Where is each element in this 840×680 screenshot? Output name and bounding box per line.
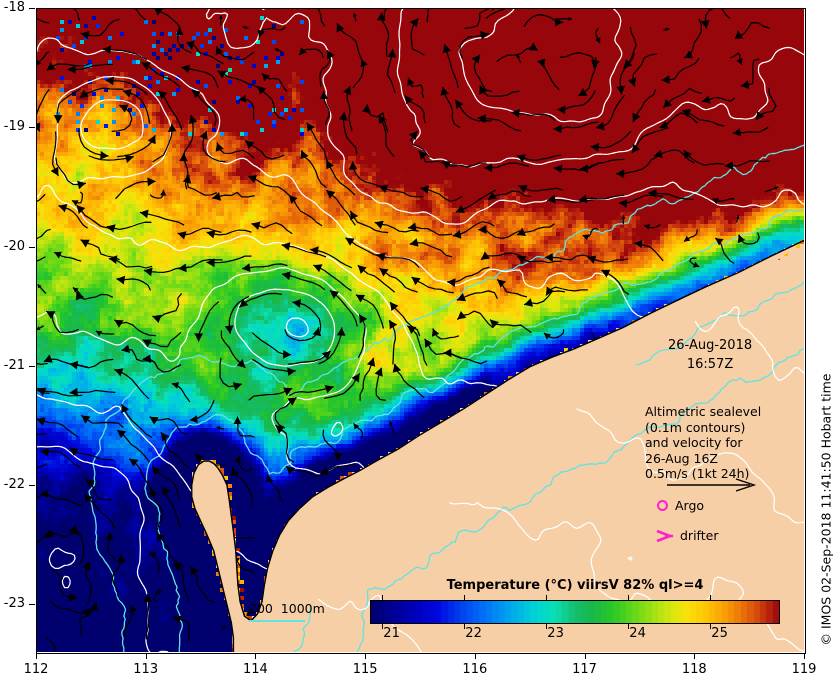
x-axis-tick: [694, 653, 696, 659]
colorbar-tick: [546, 595, 548, 600]
y-axis-label: -21: [3, 357, 25, 373]
colorbar-tick-label: 22: [465, 626, 482, 641]
x-axis-tick: [365, 653, 367, 659]
colorbar-tick-label: 23: [547, 626, 564, 641]
x-axis-label: 117: [572, 662, 597, 677]
y-axis-tick: [29, 365, 35, 367]
y-axis-label: -18: [3, 0, 25, 15]
y-axis-label: -23: [3, 596, 25, 612]
colorbar-title: Temperature (°C) viirsV 82% ql>=4: [446, 578, 704, 593]
y-axis-tick: [29, 8, 35, 9]
y-axis-label: -22: [3, 477, 25, 493]
colorbar-tick: [628, 624, 630, 629]
y-axis-tick: [29, 246, 35, 248]
argo-legend-label: Argo: [675, 498, 705, 513]
argo-legend-item: Argo: [657, 498, 704, 513]
velocity-legend-text: Altimetric sealevel (0.1m contours) and …: [645, 404, 762, 481]
x-axis-tick: [474, 653, 476, 659]
colorbar-tick-label: 24: [629, 626, 646, 641]
x-axis-tick: [804, 653, 805, 659]
x-axis-label: 116: [462, 662, 488, 677]
colorbar-tick-label: 25: [711, 626, 728, 641]
colorbar-tick: [382, 624, 384, 629]
date-time-stamp: 26-Aug-2018 16:57Z: [668, 338, 753, 372]
colorbar[interactable]: [370, 600, 780, 624]
map-plot-area[interactable]: [36, 8, 804, 652]
colorbar-tick: [382, 595, 384, 600]
colorbar-tick: [546, 624, 548, 629]
colorbar-tick: [628, 595, 630, 600]
colorbar-tick-label: 21: [383, 626, 400, 641]
x-axis-tick: [36, 653, 37, 659]
y-axis-tick: [29, 604, 35, 606]
x-axis-label: 114: [243, 662, 268, 677]
x-axis-label: 113: [133, 662, 159, 677]
bathymetry-legend-label: 200 1000m: [249, 601, 325, 616]
x-axis-label: 115: [352, 662, 378, 677]
drifter-legend-item: drifter: [655, 528, 718, 543]
drifter-legend-label: drifter: [680, 528, 719, 543]
colorbar-tick: [710, 595, 712, 600]
drifter-marker-icon: [656, 529, 674, 542]
y-axis-tick: [29, 127, 35, 129]
y-axis-label: -19: [3, 119, 25, 135]
x-axis-tick: [584, 653, 586, 659]
x-axis-tick: [255, 653, 257, 659]
sst-heatmap-canvas: [36, 8, 804, 652]
colorbar-tick: [464, 595, 466, 600]
argo-marker-icon: [657, 500, 668, 511]
copyright-text: © IMOS 02-Sep-2018 11:41:50 Hobart time: [818, 373, 834, 646]
copyright-notice: © IMOS 02-Sep-2018 11:41:50 Hobart time: [806, 8, 834, 652]
colorbar-tick: [710, 624, 712, 629]
x-axis-label: 112: [23, 662, 49, 677]
x-axis-tick: [145, 653, 147, 659]
y-axis-label: -20: [3, 238, 25, 254]
y-axis-tick: [29, 485, 35, 487]
colorbar-gradient: [371, 601, 779, 623]
colorbar-tick: [464, 624, 466, 629]
x-axis-label: 119: [791, 662, 817, 677]
velocity-scale-arrow: [667, 478, 757, 492]
x-axis-label: 118: [681, 662, 707, 677]
bathymetry-legend-line: [249, 620, 305, 622]
